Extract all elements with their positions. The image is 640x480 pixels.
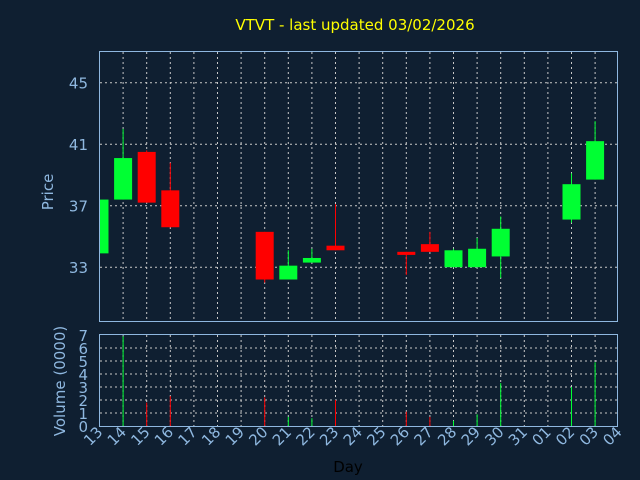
x-tick-label: 30 (481, 423, 507, 449)
volume-tick-label: 2 (78, 392, 88, 410)
candle-body (562, 184, 581, 220)
candle-30 (491, 216, 510, 278)
candle-body (468, 248, 487, 268)
volume-grid (100, 335, 617, 426)
price-tick-label: 37 (69, 198, 88, 216)
candle-27 (420, 231, 439, 252)
x-tick-label: 24 (340, 423, 366, 449)
price-tick-label: 33 (69, 259, 88, 277)
volume-tick-label: 6 (78, 340, 88, 358)
candle-28 (444, 248, 463, 268)
x-tick-label: 21 (269, 423, 295, 449)
x-tick-label: 19 (222, 423, 248, 449)
candle-20 (255, 231, 274, 283)
candle-22 (302, 248, 321, 263)
candle-16 (161, 162, 180, 228)
candle-body (279, 265, 298, 280)
candle-body (114, 158, 133, 200)
candle-02 (562, 173, 581, 223)
x-tick-label: 26 (387, 423, 413, 449)
volume-tick-label: 4 (78, 366, 88, 384)
candle-body (420, 244, 439, 252)
candle-body (586, 141, 605, 180)
volume-tick-label: 5 (78, 353, 88, 371)
volume-tick-label: 7 (78, 327, 88, 345)
candle-13 (99, 199, 109, 254)
candle-03 (586, 121, 605, 180)
candle-29 (468, 237, 487, 268)
x-tick-label: 16 (151, 423, 177, 449)
candle-15 (137, 150, 156, 203)
x-tick-labels: 1314151617181920212223242526272829303101… (80, 423, 625, 449)
price-grid (100, 52, 617, 321)
x-tick-label: 18 (198, 423, 224, 449)
x-tick-label: 03 (576, 423, 602, 449)
x-tick-label: 02 (552, 423, 578, 449)
volume-axis-label: Volume (0000) (51, 326, 69, 436)
volume-tick-label: 0 (78, 418, 88, 436)
candle-body (161, 190, 180, 228)
candle-body (137, 151, 156, 203)
candle-body (302, 257, 321, 263)
x-axis-label: Day (333, 458, 363, 476)
x-tick-label: 25 (363, 423, 389, 449)
x-tick-label: 28 (434, 423, 460, 449)
x-tick-label: 04 (599, 423, 625, 449)
volume-panel-frame (99, 334, 618, 427)
x-tick-label: 22 (292, 423, 318, 449)
volume-bars (122, 336, 596, 426)
x-tick-label: 29 (458, 423, 484, 449)
price-tick-labels: 33 37 41 45 (69, 75, 88, 277)
candle-14 (114, 128, 133, 200)
x-tick-label: 27 (410, 423, 436, 449)
x-tick-label: 15 (127, 423, 153, 449)
x-tick-label: 23 (316, 423, 342, 449)
price-tick-label: 41 (69, 136, 88, 154)
candle-23 (326, 204, 345, 251)
chart-title: VTVT - last updated 03/02/2026 (235, 16, 474, 34)
candle-body (397, 251, 416, 255)
candle-body (255, 231, 274, 280)
volume-tick-label: 3 (78, 379, 88, 397)
volume-tick-label: 1 (78, 405, 88, 423)
candle-body (444, 250, 463, 268)
price-panel-frame (99, 51, 618, 322)
price-axis-label: Price (39, 174, 57, 211)
x-tick-label: 31 (505, 423, 531, 449)
x-tick-label: 17 (174, 423, 200, 449)
candle-21 (279, 250, 298, 280)
candle-26 (397, 251, 416, 275)
price-tick-label: 45 (69, 75, 88, 93)
candle-body (100, 199, 109, 254)
candle-body (491, 228, 510, 257)
x-tick-label: 01 (528, 423, 554, 449)
price-candles (99, 121, 605, 283)
x-tick-label: 14 (104, 423, 130, 449)
x-tick-label: 20 (245, 423, 271, 449)
candle-body (326, 245, 345, 251)
